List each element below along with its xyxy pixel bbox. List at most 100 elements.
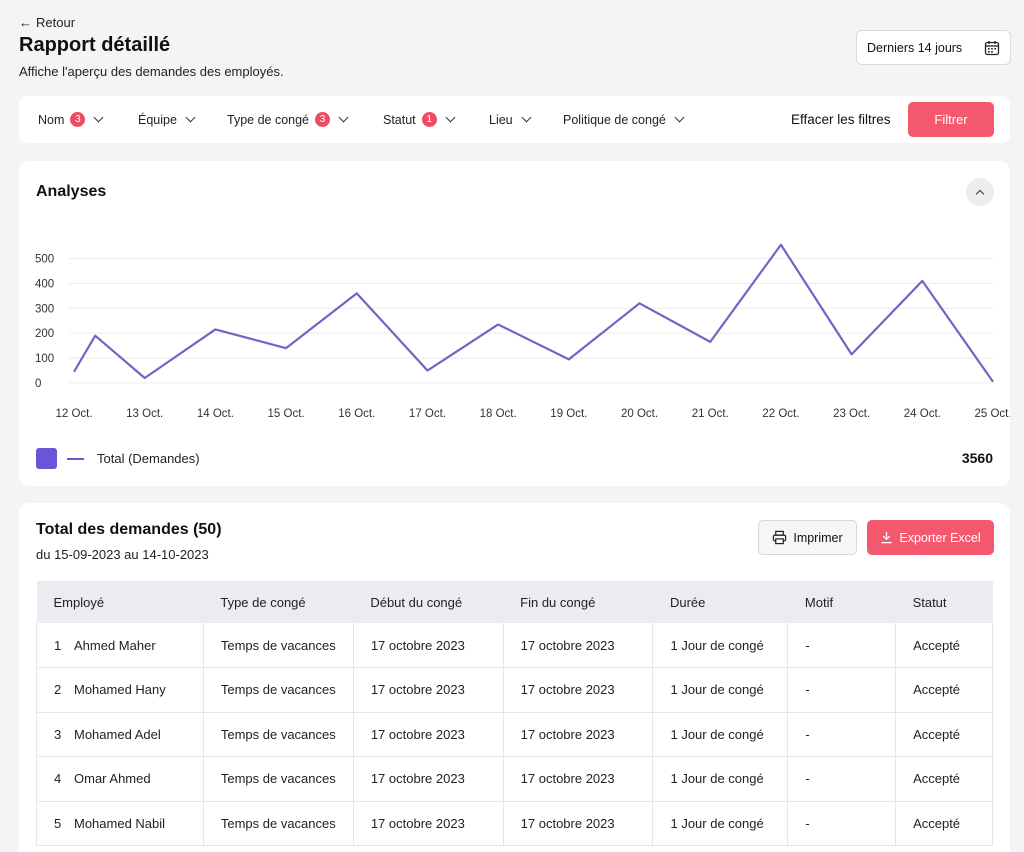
requests-table: Employé Type de congé Début du congé Fin… bbox=[36, 581, 993, 846]
x-tick-label: 20 Oct. bbox=[621, 408, 658, 420]
print-label: Imprimer bbox=[793, 530, 843, 545]
column-header[interactable]: Fin du congé bbox=[520, 594, 596, 610]
y-tick-label: 0 bbox=[35, 378, 41, 390]
page-subtitle: Affiche l'aperçu des demandes des employ… bbox=[19, 64, 284, 79]
table-row[interactable]: 3 Mohamed Adel Temps de vacances 17 octob… bbox=[36, 712, 993, 757]
column-header[interactable]: Durée bbox=[669, 594, 706, 610]
leave-type-cell: Temps de vacances bbox=[203, 667, 354, 713]
employee-cell: 5 Mohamed Nabil bbox=[36, 801, 204, 846]
x-tick-label: 14 Oct. bbox=[197, 408, 234, 420]
requests-title: Total des demandes (50) bbox=[36, 521, 222, 538]
date-range-label: Derniers 14 jours bbox=[867, 40, 963, 55]
x-tick-label: 25 Oct. bbox=[974, 408, 1010, 420]
x-tick-label: 23 Oct. bbox=[833, 408, 870, 420]
filter-leave-policy[interactable]: Politique de congé bbox=[563, 96, 685, 143]
chevron-up-icon bbox=[975, 189, 985, 198]
filter-bar: Nom 3 Équipe Type de congé 3 Statut 1 Li… bbox=[19, 96, 1010, 143]
print-button[interactable]: Imprimer bbox=[758, 520, 857, 555]
chevron-down-icon bbox=[338, 112, 349, 123]
employee-cell: 3 Mohamed Adel bbox=[36, 712, 204, 757]
row-number: 4 bbox=[54, 771, 62, 787]
x-tick-label: 13 Oct. bbox=[126, 408, 163, 420]
filter-label: Type de congé bbox=[227, 112, 310, 127]
filter-team[interactable]: Équipe bbox=[138, 96, 196, 143]
x-tick-label: 22 Oct. bbox=[762, 408, 799, 420]
legend-total: 3560 bbox=[961, 450, 993, 466]
column-header[interactable]: Employé bbox=[53, 594, 105, 610]
column-header[interactable]: Début du congé bbox=[370, 594, 463, 610]
line-chart: 0 100 200 300 400 500 12 Oct. 13 Oct. 14 Oct. 15 … bbox=[35, 243, 1010, 420]
date-range-button[interactable]: Derniers 14 jours bbox=[856, 30, 1011, 65]
reason-cell: - bbox=[787, 712, 897, 757]
column-header[interactable]: Statut bbox=[912, 594, 947, 610]
collapse-button[interactable] bbox=[966, 178, 994, 206]
clear-filters-link[interactable]: Effacer les filtres bbox=[791, 112, 891, 127]
export-excel-button[interactable]: Exporter Excel bbox=[867, 520, 994, 555]
employee-cell: 2 Mohamed Hany bbox=[36, 667, 204, 713]
row-number: 2 bbox=[54, 682, 62, 698]
requests-card: Total des demandes (50) du 15-09-2023 au… bbox=[19, 503, 1010, 852]
page-title: Rapport détaillé bbox=[19, 34, 171, 56]
start-date-cell: 17 octobre 2023 bbox=[353, 712, 504, 757]
reason-cell: - bbox=[787, 756, 897, 802]
apply-filter-button[interactable]: Filtrer bbox=[908, 102, 994, 137]
filter-location[interactable]: Lieu bbox=[489, 96, 532, 143]
filter-leave-type[interactable]: Type de congé 3 bbox=[227, 96, 349, 143]
row-number: 5 bbox=[54, 815, 62, 831]
duration-cell: 1 Jour de congé bbox=[652, 712, 789, 757]
x-tick-label: 18 Oct. bbox=[480, 408, 517, 420]
export-label: Exporter Excel bbox=[899, 530, 981, 545]
end-date-cell: 17 octobre 2023 bbox=[503, 712, 654, 757]
start-date-cell: 17 octobre 2023 bbox=[353, 623, 504, 668]
leave-type-cell: Temps de vacances bbox=[203, 801, 354, 846]
status-cell: Accepté bbox=[895, 801, 993, 846]
x-tick-label: 21 Oct. bbox=[692, 408, 729, 420]
x-tick-label: 16 Oct. bbox=[338, 408, 375, 420]
duration-cell: 1 Jour de congé bbox=[652, 801, 789, 846]
status-cell: Accepté bbox=[895, 623, 993, 668]
table-row[interactable]: 5 Mohamed Nabil Temps de vacances 17 octo… bbox=[36, 801, 993, 846]
x-tick-label: 19 Oct. bbox=[550, 408, 587, 420]
filter-count-badge: 3 bbox=[70, 112, 86, 127]
row-number: 1 bbox=[54, 637, 62, 653]
series-line bbox=[73, 243, 994, 383]
chevron-down-icon bbox=[674, 112, 685, 123]
end-date-cell: 17 octobre 2023 bbox=[503, 801, 654, 846]
start-date-cell: 17 octobre 2023 bbox=[353, 667, 504, 713]
filter-count-badge: 3 bbox=[315, 112, 331, 127]
filter-label: Politique de congé bbox=[563, 112, 666, 127]
back-link[interactable]: ← Retour bbox=[19, 15, 75, 30]
table-row[interactable]: 1 Ahmed Maher Temps de vacances 17 octobr… bbox=[36, 623, 993, 668]
table-row[interactable]: 2 Mohamed Hany Temps de vacances 17 octob… bbox=[36, 667, 993, 713]
analytics-title: Analyses bbox=[36, 183, 107, 200]
calendar-icon bbox=[984, 40, 1000, 55]
column-header[interactable]: Motif bbox=[804, 594, 834, 610]
status-cell: Accepté bbox=[895, 667, 993, 713]
filter-status[interactable]: Statut 1 bbox=[383, 96, 456, 143]
legend-label: Total (Demandes) bbox=[97, 451, 200, 466]
legend-swatch[interactable] bbox=[36, 448, 57, 469]
y-tick-label: 300 bbox=[35, 303, 54, 315]
table-row[interactable]: 4 Omar Ahmed Temps de vacances 17 octobre… bbox=[36, 756, 993, 802]
end-date-cell: 17 octobre 2023 bbox=[503, 667, 654, 713]
filter-label: Équipe bbox=[138, 112, 177, 127]
leave-type-cell: Temps de vacances bbox=[203, 712, 354, 757]
leave-type-cell: Temps de vacances bbox=[203, 756, 354, 802]
y-tick-label: 200 bbox=[35, 328, 54, 340]
y-tick-label: 400 bbox=[35, 278, 54, 290]
employee-cell: 1 Ahmed Maher bbox=[36, 623, 204, 668]
column-header[interactable]: Type de congé bbox=[220, 594, 306, 610]
table-header-row: Employé Type de congé Début du congé Fin… bbox=[36, 581, 993, 623]
arrow-left-icon: ← bbox=[19, 15, 32, 30]
status-cell: Accepté bbox=[895, 712, 993, 757]
filter-name[interactable]: Nom 3 bbox=[38, 96, 104, 143]
chevron-down-icon bbox=[93, 112, 104, 123]
end-date-cell: 17 octobre 2023 bbox=[503, 756, 654, 802]
filter-count-badge: 1 bbox=[421, 112, 437, 127]
employee-name: Omar Ahmed bbox=[74, 771, 151, 787]
filter-label: Nom bbox=[38, 112, 65, 127]
filter-label: Statut bbox=[383, 112, 416, 127]
x-tick-label: 12 Oct. bbox=[55, 408, 92, 420]
employee-cell: 4 Omar Ahmed bbox=[36, 756, 204, 802]
legend-line-icon bbox=[67, 458, 84, 460]
